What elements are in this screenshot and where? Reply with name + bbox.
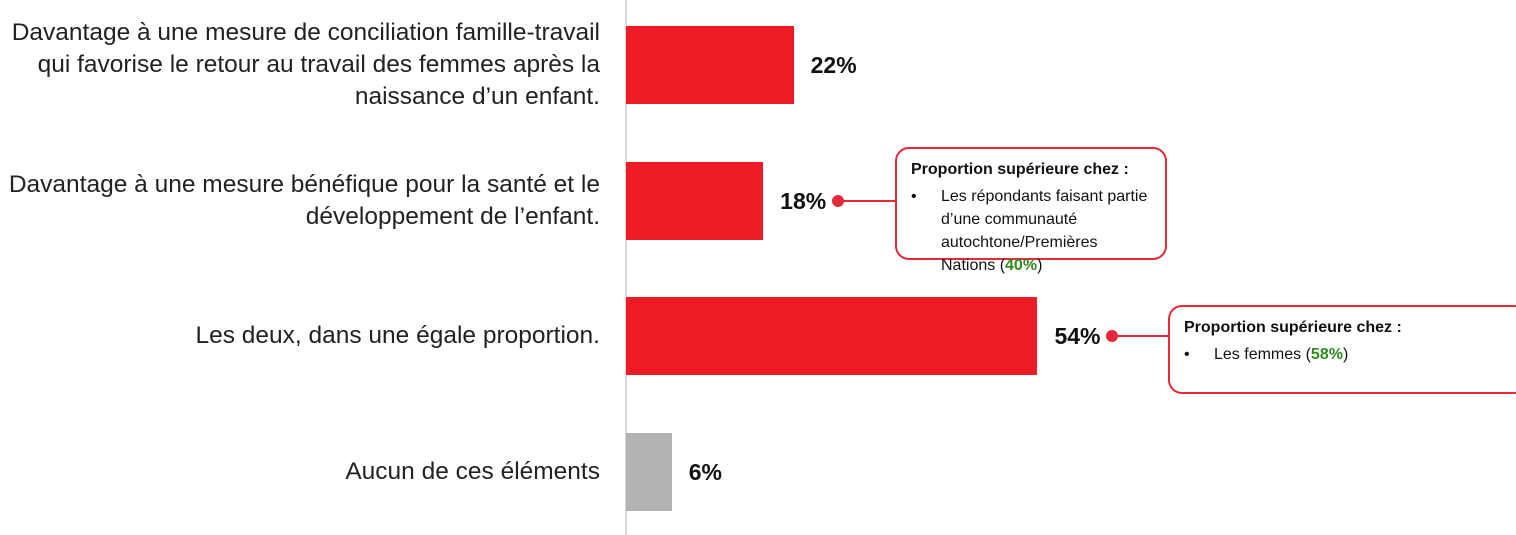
value-label: 22% bbox=[810, 52, 857, 78]
callout-title: Proportion supérieure chez : bbox=[1184, 319, 1402, 336]
value-label: 54% bbox=[1054, 323, 1101, 349]
callout-text: ) bbox=[1037, 257, 1043, 274]
category-label: Aucun de ces éléments bbox=[345, 458, 600, 485]
callout-value: 40% bbox=[1005, 257, 1038, 274]
callout-text: Les femmes ( bbox=[1214, 346, 1311, 363]
callout-text: ) bbox=[1342, 346, 1349, 363]
bullet: • bbox=[911, 188, 917, 205]
bar bbox=[626, 26, 794, 104]
value-label: 6% bbox=[688, 459, 722, 485]
category-label: Davantage à une mesure bénéfique pour la… bbox=[8, 171, 600, 230]
bullet: • bbox=[1184, 346, 1190, 363]
callout-item: • Les répondants faisant partie d’une com… bbox=[911, 185, 1151, 277]
axis-line bbox=[625, 0, 627, 535]
callout: Proportion supérieure chez : • Les femmes … bbox=[1168, 305, 1516, 394]
category-label: Davantage à une mesure de conciliation f… bbox=[11, 19, 600, 110]
connector-line bbox=[1112, 335, 1168, 337]
callout-text: Les répondants faisant partie d’une comm… bbox=[941, 188, 1148, 274]
bar bbox=[626, 433, 672, 511]
callout-text: Les répondants faisant partie d’une comm… bbox=[941, 185, 1151, 277]
connector-line bbox=[838, 200, 895, 202]
bar bbox=[626, 162, 764, 240]
category-label: Les deux, dans une égale proportion. bbox=[195, 322, 600, 349]
callout-title: Proportion supérieure chez : bbox=[911, 161, 1129, 178]
bar bbox=[626, 297, 1038, 375]
value-label: 18% bbox=[780, 188, 827, 214]
callout-value: 58% bbox=[1310, 346, 1343, 363]
callout-text: Les femmes (58%) bbox=[1214, 343, 1348, 366]
callout: Proportion supérieure chez : • Les réponda… bbox=[895, 147, 1167, 274]
callout-item: • Les femmes (58%) bbox=[1184, 343, 1512, 366]
